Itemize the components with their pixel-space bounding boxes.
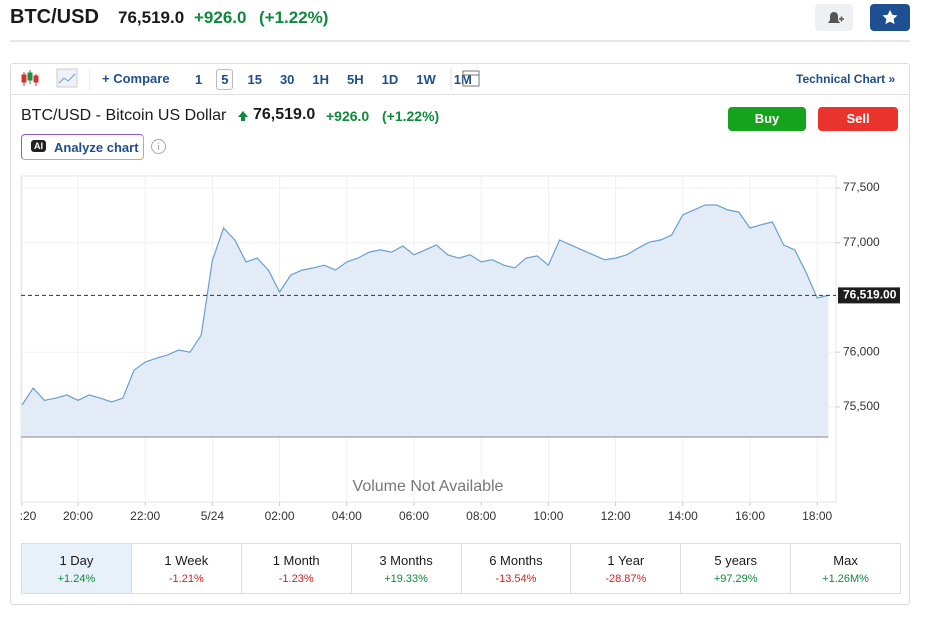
period-label: 5 years xyxy=(714,553,757,568)
y-tick-label: 77,500 xyxy=(843,180,880,194)
watchlist-button[interactable] xyxy=(870,4,910,31)
divider xyxy=(10,40,910,42)
instrument-change-pct: (+1.22%) xyxy=(382,108,440,124)
instrument-change: +926.0 xyxy=(326,108,370,124)
info-icon[interactable] xyxy=(150,138,167,155)
interval-button[interactable]: 1W xyxy=(416,72,436,87)
period-label: 1 Week xyxy=(164,553,209,568)
period-label: 6 Months xyxy=(489,553,543,568)
symbol: BTC/USD xyxy=(10,6,99,28)
period-label: Max xyxy=(833,553,858,568)
x-tick-label: 10:00 xyxy=(533,509,563,523)
buy-button[interactable]: Buy xyxy=(728,107,806,131)
x-tick-label: 08:00 xyxy=(466,509,496,523)
period-tab[interactable]: 1 Month -1.23% xyxy=(242,544,352,593)
technical-chart-link[interactable]: Technical Chart » xyxy=(796,72,896,86)
layout-icon[interactable] xyxy=(450,68,485,90)
compare-button[interactable]: + Compare xyxy=(102,71,170,86)
ai-badge: AI xyxy=(31,140,46,152)
period-tab[interactable]: Max +1.26M% xyxy=(791,544,900,593)
alert-button[interactable] xyxy=(815,4,853,31)
change: +926.0 xyxy=(194,8,247,27)
interval-button[interactable]: 1D xyxy=(381,72,399,87)
interval-bar: 1 5 15 30 1H 5H 1D 1W 1M xyxy=(191,69,486,90)
plot-frame xyxy=(20,175,837,503)
price: 76,519.0 xyxy=(118,8,185,27)
x-tick-label: 12:00 xyxy=(601,509,631,523)
period-tab[interactable]: 1 Year -28.87% xyxy=(571,544,682,593)
period-change: +97.29% xyxy=(713,573,758,585)
analyze-chart-button[interactable]: AI Analyze chart xyxy=(21,134,144,160)
period-tab[interactable]: 1 Week -1.21% xyxy=(132,544,242,593)
x-tick-label: 06:00 xyxy=(399,509,429,523)
period-change: -28.87% xyxy=(605,573,647,585)
analyze-label: Analyze chart xyxy=(54,140,139,155)
period-label: 1 Year xyxy=(607,553,645,568)
interval-button[interactable]: 1 xyxy=(195,72,203,87)
period-tab[interactable]: 3 Months +19.33% xyxy=(352,544,462,593)
y-tick-label: 75,500 xyxy=(843,399,880,413)
period-tab[interactable]: 6 Months -13.54% xyxy=(462,544,572,593)
period-label: 3 Months xyxy=(379,553,433,568)
x-tick-label: 16:00 xyxy=(735,509,765,523)
volume-note: Volume Not Available xyxy=(353,478,504,495)
period-change: -1.21% xyxy=(168,573,204,585)
x-tick-label: 14:00 xyxy=(668,509,698,523)
up-arrow xyxy=(238,111,248,121)
chart-card xyxy=(10,63,910,605)
interval-button[interactable]: 15 xyxy=(247,72,262,87)
x-tick-label: 22:00 xyxy=(130,509,160,523)
x-tick-label: :20 xyxy=(20,509,37,523)
interval-button[interactable]: 1H xyxy=(312,72,330,87)
period-change: +1.26M% xyxy=(822,573,869,585)
period-change: +1.24% xyxy=(57,573,96,585)
x-tick-label: 04:00 xyxy=(332,509,362,523)
period-tab[interactable]: 1 Day +1.24% xyxy=(22,544,132,593)
instrument-name: BTC/USD - Bitcoin US Dollar xyxy=(21,107,227,124)
divider xyxy=(11,94,909,95)
sell-button[interactable]: Sell xyxy=(818,107,898,131)
y-tick-label: 76,000 xyxy=(843,344,880,358)
period-change: +19.33% xyxy=(384,573,428,585)
period-tabs: 1 Day +1.24% 1 Week -1.21% 1 Month -1.23% 3 Mo… xyxy=(21,543,901,594)
last-price-label: 76,519.00 xyxy=(843,288,897,302)
x-tick-label: 18:00 xyxy=(802,509,832,523)
x-tick-label: 20:00 xyxy=(63,509,93,523)
period-label: 1 Day xyxy=(59,553,94,568)
period-change: -1.23% xyxy=(278,573,314,585)
period-change: -13.54% xyxy=(495,573,537,585)
compare-label: Compare xyxy=(113,71,170,86)
period-tab[interactable]: 5 years +97.29% xyxy=(681,544,792,593)
x-tick-label: 5/24 xyxy=(201,509,225,523)
instrument-price: 76,519.0 xyxy=(253,106,316,123)
chart-type-icons[interactable] xyxy=(20,68,90,90)
change-pct: (+1.22%) xyxy=(259,8,329,27)
area xyxy=(22,205,829,437)
x-tick-label: 02:00 xyxy=(265,509,295,523)
interval-button[interactable]: 5 xyxy=(216,69,234,90)
y-tick-label: 77,000 xyxy=(843,235,880,249)
last-price-box xyxy=(838,287,900,304)
interval-button[interactable]: 5H xyxy=(347,72,364,87)
interval-button[interactable]: 30 xyxy=(279,72,295,87)
period-label: 1 Month xyxy=(272,553,320,568)
price-line xyxy=(21,204,829,406)
